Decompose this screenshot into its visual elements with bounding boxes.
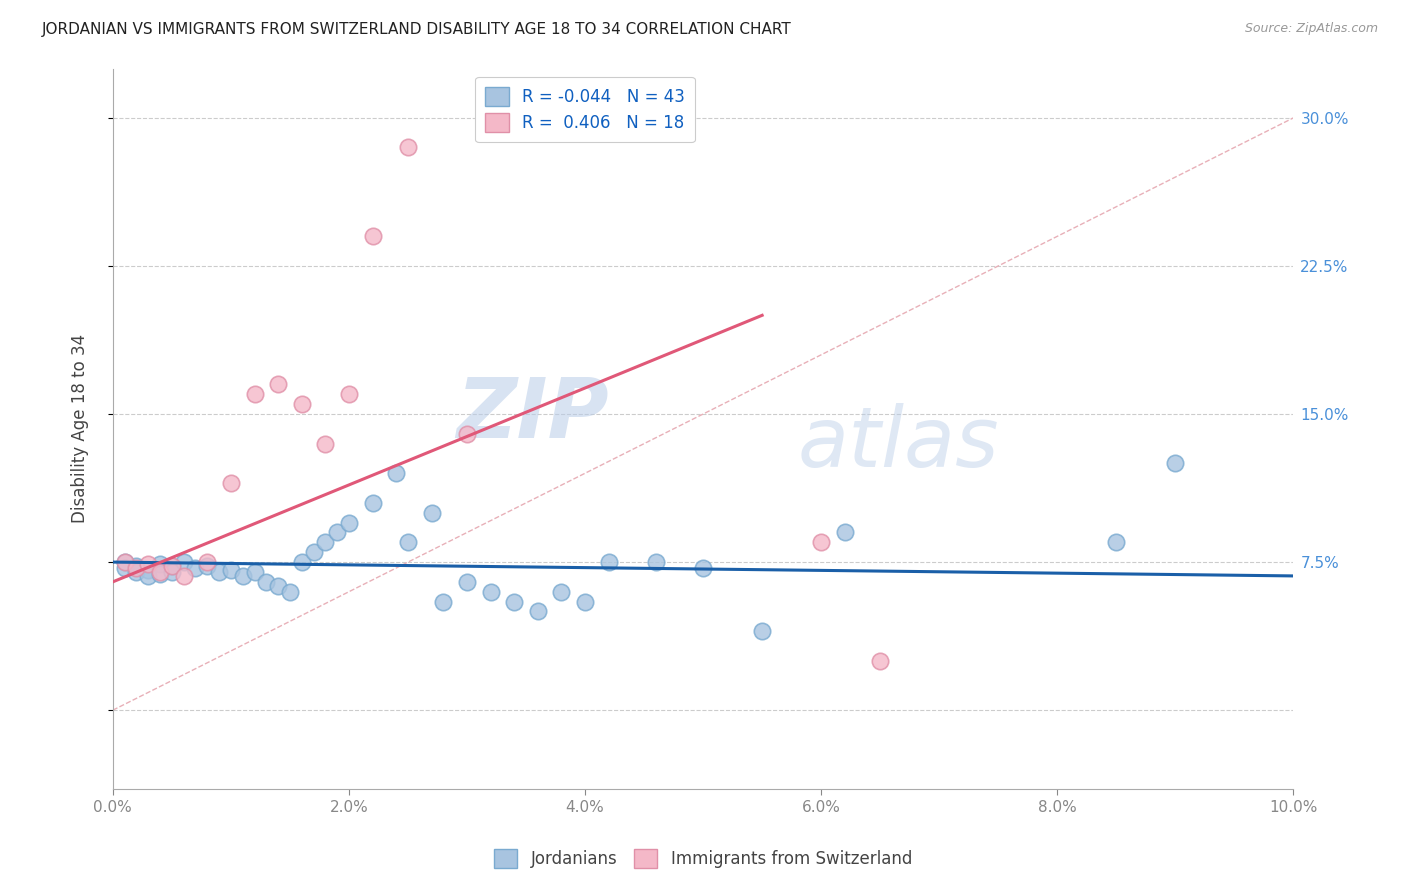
Point xyxy=(644,555,666,569)
Point xyxy=(396,140,419,154)
Point xyxy=(114,555,136,569)
Point xyxy=(396,535,419,549)
Point xyxy=(160,559,183,574)
Point xyxy=(243,387,266,401)
Point xyxy=(173,555,195,569)
Point xyxy=(385,467,408,481)
Legend: R = -0.044   N = 43, R =  0.406   N = 18: R = -0.044 N = 43, R = 0.406 N = 18 xyxy=(475,77,695,142)
Point xyxy=(173,569,195,583)
Text: Source: ZipAtlas.com: Source: ZipAtlas.com xyxy=(1244,22,1378,36)
Point xyxy=(314,436,336,450)
Text: JORDANIAN VS IMMIGRANTS FROM SWITZERLAND DISABILITY AGE 18 TO 34 CORRELATION CHA: JORDANIAN VS IMMIGRANTS FROM SWITZERLAND… xyxy=(42,22,792,37)
Legend: Jordanians, Immigrants from Switzerland: Jordanians, Immigrants from Switzerland xyxy=(488,842,918,875)
Point xyxy=(219,563,242,577)
Point xyxy=(184,561,207,575)
Point xyxy=(160,559,183,574)
Point xyxy=(114,561,136,575)
Y-axis label: Disability Age 18 to 34: Disability Age 18 to 34 xyxy=(72,334,89,524)
Point xyxy=(692,561,714,575)
Point xyxy=(574,594,596,608)
Point xyxy=(125,561,148,575)
Point xyxy=(503,594,526,608)
Point xyxy=(195,559,218,574)
Point xyxy=(1164,456,1187,470)
Point xyxy=(267,377,290,392)
Point xyxy=(254,574,277,589)
Point xyxy=(337,387,360,401)
Point xyxy=(278,584,301,599)
Point xyxy=(550,584,572,599)
Point xyxy=(267,579,290,593)
Point xyxy=(361,229,384,244)
Point xyxy=(160,565,183,579)
Point xyxy=(291,397,314,411)
Point xyxy=(810,535,832,549)
Point xyxy=(219,476,242,491)
Point xyxy=(314,535,336,549)
Point xyxy=(291,555,314,569)
Point xyxy=(208,565,231,579)
Point xyxy=(114,555,136,569)
Point xyxy=(149,566,172,581)
Point xyxy=(1105,535,1128,549)
Point xyxy=(869,654,891,668)
Point xyxy=(337,516,360,530)
Point xyxy=(302,545,325,559)
Point xyxy=(149,565,172,579)
Point xyxy=(456,574,478,589)
Point xyxy=(232,569,254,583)
Point xyxy=(125,565,148,579)
Point xyxy=(326,525,349,540)
Point xyxy=(479,584,502,599)
Point xyxy=(149,557,172,571)
Text: ZIP: ZIP xyxy=(456,374,609,455)
Point xyxy=(136,557,159,571)
Point xyxy=(243,565,266,579)
Point xyxy=(598,555,620,569)
Point xyxy=(195,555,218,569)
Point xyxy=(456,426,478,441)
Point xyxy=(420,506,443,520)
Point xyxy=(834,525,856,540)
Point xyxy=(136,563,159,577)
Text: atlas: atlas xyxy=(797,403,1000,483)
Point xyxy=(125,559,148,574)
Point xyxy=(527,604,550,618)
Point xyxy=(136,569,159,583)
Point xyxy=(751,624,773,639)
Point xyxy=(432,594,454,608)
Point xyxy=(361,496,384,510)
